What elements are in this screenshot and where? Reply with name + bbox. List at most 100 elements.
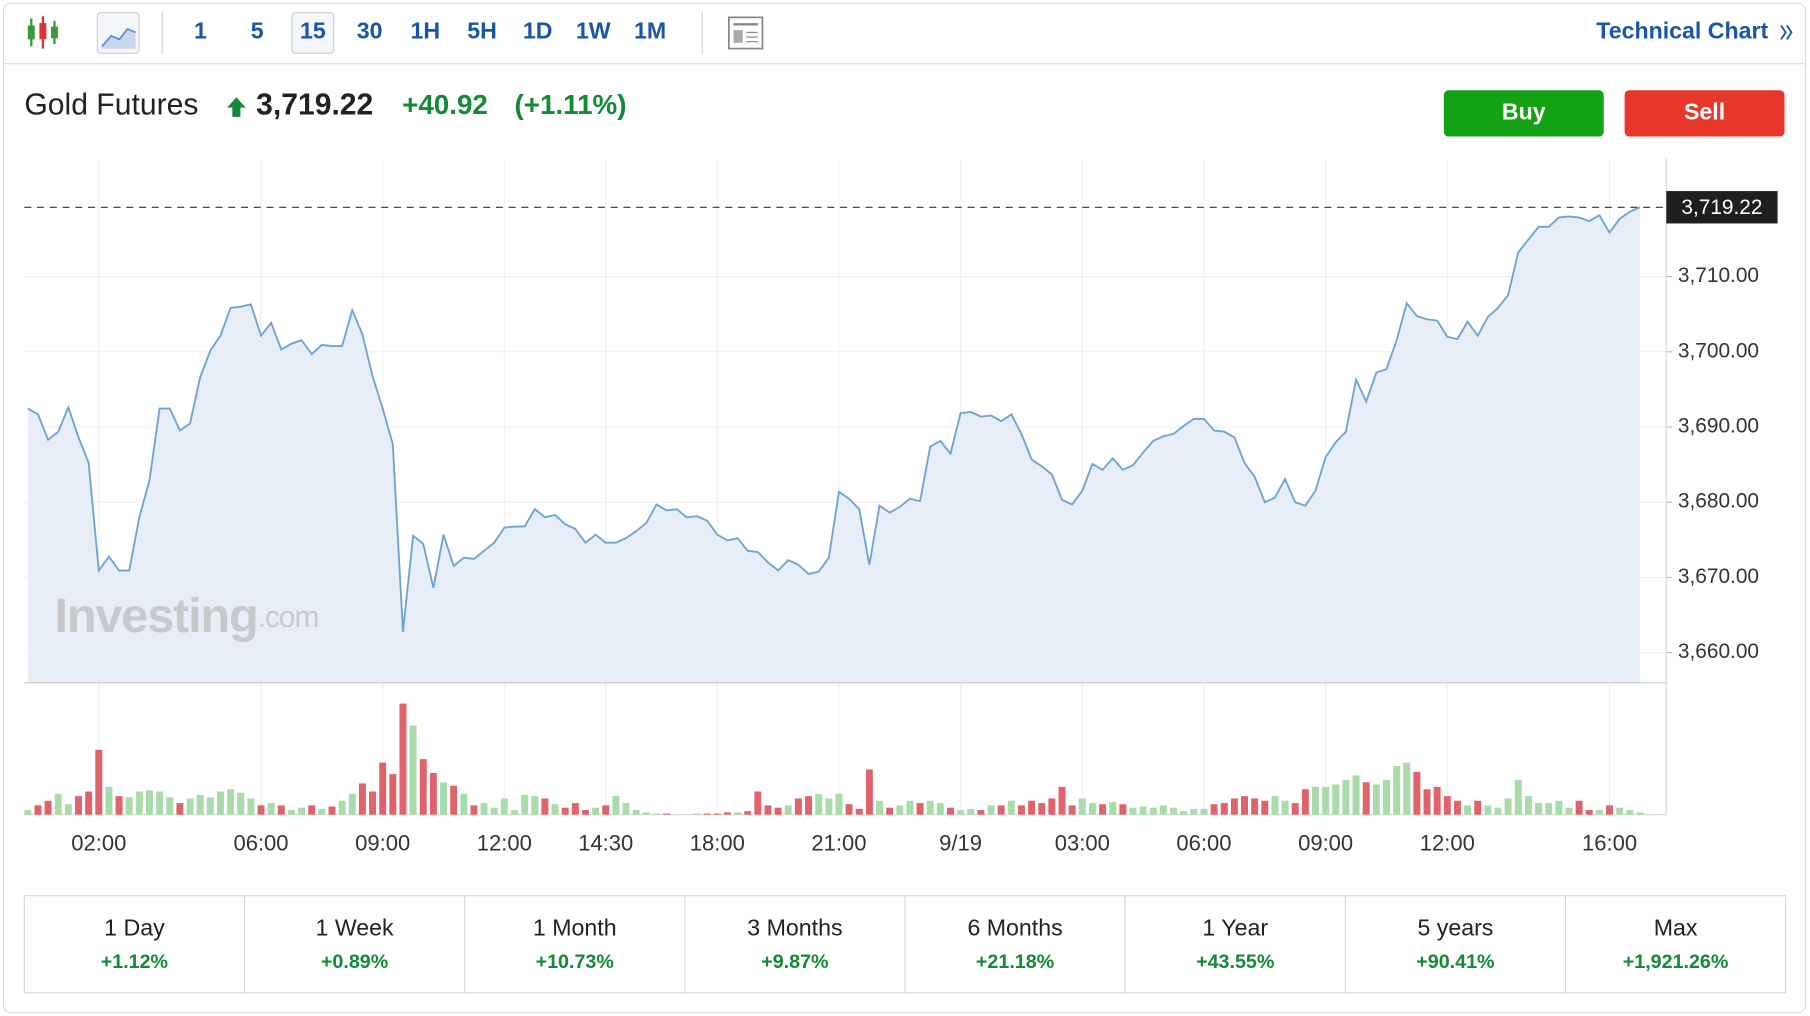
volume-bar xyxy=(460,793,468,815)
interval-button[interactable]: 1W xyxy=(576,18,611,44)
volume-bar xyxy=(835,793,843,815)
volume-bar xyxy=(1058,786,1066,815)
volume-bar xyxy=(713,813,721,815)
volume-bar xyxy=(440,782,447,815)
line-chart-icon[interactable] xyxy=(96,12,140,54)
volume-bar xyxy=(642,812,650,815)
volume-bar xyxy=(1251,798,1259,815)
volume-bar xyxy=(227,789,235,815)
buy-button[interactable]: Buy xyxy=(1443,90,1604,137)
y-tick-label: 3,660.00 xyxy=(1678,640,1759,663)
last-price-box xyxy=(1666,191,1778,224)
volume-bar xyxy=(916,803,924,815)
period-label[interactable]: 3 Months xyxy=(747,914,842,940)
volume-bar xyxy=(64,804,72,815)
interval-button[interactable]: 1H xyxy=(410,18,440,44)
period-change[interactable]: +9.87% xyxy=(761,951,828,973)
interval-button[interactable]: 30 xyxy=(357,18,383,44)
volume-bar xyxy=(1261,800,1269,815)
volume-bar xyxy=(429,772,437,815)
volume-bar xyxy=(247,798,255,815)
volume-bar xyxy=(723,812,731,815)
interval-button[interactable]: 1 xyxy=(194,18,207,44)
x-tick-label: 03:00 xyxy=(1055,831,1110,856)
volume-bar xyxy=(734,812,742,815)
layout-icon[interactable] xyxy=(727,16,764,50)
volume-bar xyxy=(1504,798,1512,815)
volume-bar xyxy=(997,805,1005,815)
volume-bar xyxy=(1230,798,1238,815)
x-tick-label: 18:00 xyxy=(690,831,745,856)
period-change[interactable]: +90.41% xyxy=(1416,951,1494,973)
volume-bar xyxy=(1281,800,1289,815)
volume-bar xyxy=(815,793,823,815)
period-label[interactable]: 1 Month xyxy=(533,914,617,940)
volume-bar xyxy=(1159,805,1167,815)
volume-bar xyxy=(1403,762,1411,815)
period-label[interactable]: 1 Week xyxy=(316,914,395,940)
volume-bar xyxy=(1514,779,1522,815)
volume-bar xyxy=(1484,805,1492,815)
volume-bar xyxy=(1545,803,1553,815)
interval-button[interactable]: 15 xyxy=(300,18,326,44)
interval-button[interactable]: 5 xyxy=(251,18,264,44)
sell-button[interactable]: Sell xyxy=(1624,90,1785,137)
volume-bar xyxy=(85,791,93,815)
volume-bar xyxy=(1088,803,1096,815)
volume-bar xyxy=(399,703,407,815)
volume-bar xyxy=(1443,796,1451,815)
watermark-suffix: .com xyxy=(258,601,319,634)
volume-bar xyxy=(1038,803,1046,815)
interval-button[interactable]: 1M xyxy=(634,18,666,44)
technical-chart-link[interactable]: Technical Chart xyxy=(1596,18,1768,44)
volume-bar xyxy=(1616,807,1624,815)
x-tick-label: 02:00 xyxy=(71,831,126,856)
volume-bar xyxy=(1028,800,1036,815)
candlestick-icon[interactable] xyxy=(27,16,58,49)
x-tick-label: 9/19 xyxy=(939,831,982,856)
volume-bar xyxy=(1595,810,1603,815)
volume-bar xyxy=(936,803,944,815)
volume-bar xyxy=(480,803,488,815)
sell-label[interactable]: Sell xyxy=(1684,99,1725,125)
period-label[interactable]: 1 Day xyxy=(104,914,165,940)
volume-bar xyxy=(470,805,478,815)
period-change[interactable]: +10.73% xyxy=(536,951,614,973)
volume-bar xyxy=(571,803,579,815)
volume-bar xyxy=(906,800,914,815)
interval-button[interactable]: 1D xyxy=(523,18,553,44)
volume-bar xyxy=(632,810,640,815)
last-price: 3,719.22 xyxy=(256,88,373,121)
plot: 02:00 06:00 09:00 12:00 14:30 18:00 21:00 9/19 0… xyxy=(24,158,1778,856)
period-change[interactable]: +21.18% xyxy=(976,951,1054,973)
volume-bar xyxy=(1210,804,1218,815)
volume-bar xyxy=(876,800,883,815)
interval-button[interactable]: 5H xyxy=(467,18,497,44)
period-label[interactable]: 5 years xyxy=(1417,914,1493,940)
buy-label[interactable]: Buy xyxy=(1502,99,1546,125)
volume-bar xyxy=(1068,805,1076,815)
volume-bar xyxy=(490,807,498,815)
volume-bar xyxy=(1241,796,1248,815)
period-label[interactable]: Max xyxy=(1654,914,1698,940)
volume-bar xyxy=(622,803,630,815)
price-area xyxy=(27,207,1640,683)
volume-bar xyxy=(216,791,224,815)
volume-bar xyxy=(947,807,954,815)
volume-bar xyxy=(592,807,600,815)
volume-bar xyxy=(1474,800,1482,815)
volume-bar xyxy=(450,785,458,815)
period-label[interactable]: 6 Months xyxy=(967,914,1062,940)
volume-bar xyxy=(24,810,32,815)
volume-bar xyxy=(1312,786,1319,815)
volume-bar xyxy=(551,804,559,815)
period-change[interactable]: +43.55% xyxy=(1196,951,1274,973)
period-change[interactable]: +1.12% xyxy=(101,951,168,973)
period-label[interactable]: 1 Year xyxy=(1202,914,1268,940)
volume-bar xyxy=(1575,800,1583,815)
period-change[interactable]: +0.89% xyxy=(321,951,388,973)
period-change[interactable]: +1,921.26% xyxy=(1623,951,1729,973)
instrument-name: Gold Futures xyxy=(24,88,198,121)
